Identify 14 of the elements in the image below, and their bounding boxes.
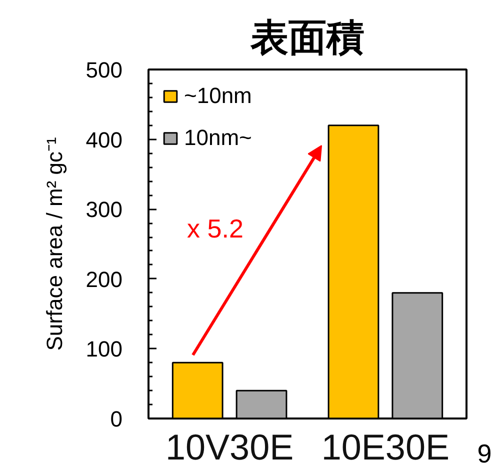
y-tick-label: 300 <box>86 197 123 222</box>
x-tick-label: 10V30E <box>166 426 294 468</box>
y-tick-label: 500 <box>86 58 123 82</box>
text: 9 <box>477 438 492 468</box>
chart-title: 表面積 <box>250 16 364 60</box>
legend-label: ~10nm <box>184 83 252 109</box>
y-tick-label: 0 <box>110 406 123 432</box>
legend-label: 10nm~ <box>184 125 252 151</box>
annotation: x 5.2 <box>187 213 244 244</box>
y-tick-label: 100 <box>86 336 123 362</box>
y-tick-label: 200 <box>86 266 123 292</box>
x-tick-label: 10E30E <box>321 426 450 468</box>
y-axis-title: Surface area / m² gc⁻¹ <box>42 137 67 351</box>
y-tick-label: 400 <box>86 127 123 152</box>
